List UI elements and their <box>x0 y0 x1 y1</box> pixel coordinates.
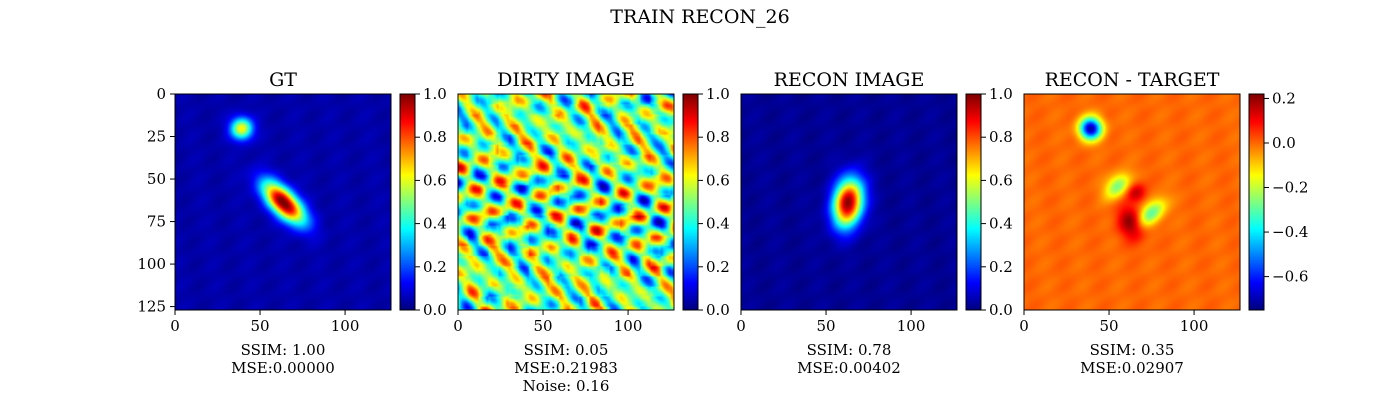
x-tick-label: 0 <box>170 317 180 335</box>
metric-caption: MSE:0.00000 <box>231 359 335 377</box>
x-tick-label: 0 <box>1019 317 1029 335</box>
colorbar-tick-label: 0.2 <box>1272 89 1296 107</box>
x-tick-label: 0 <box>736 317 746 335</box>
colorbar <box>400 94 415 310</box>
colorbar-frame <box>1248 93 1265 311</box>
metric-caption: Noise: 0.16 <box>523 377 610 395</box>
colorbar-tick-label: −0.2 <box>1272 179 1308 197</box>
colorbar-tick-label: 0.2 <box>706 258 730 276</box>
panel-title: GT <box>269 69 297 91</box>
heatmap-frame <box>457 93 675 311</box>
x-tick-label: 100 <box>1180 317 1209 335</box>
metric-caption: MSE:0.00402 <box>797 359 901 377</box>
metric-caption: SSIM: 0.78 <box>807 341 892 359</box>
heatmap-frame <box>174 93 392 311</box>
y-tick-label: 100 <box>137 255 166 273</box>
y-tick-label: 50 <box>147 170 166 188</box>
metric-caption: SSIM: 1.00 <box>241 341 326 359</box>
y-tick-label: 125 <box>137 298 166 316</box>
colorbar-tick-label: 0.6 <box>423 171 447 189</box>
colorbar <box>966 94 981 310</box>
colorbar-tick-label: 0.6 <box>989 171 1013 189</box>
colorbar-tick-label: 0.0 <box>1272 134 1296 152</box>
colorbar-frame <box>399 93 416 311</box>
colorbar <box>1249 94 1264 310</box>
colorbar-tick-label: 0.6 <box>706 171 730 189</box>
x-tick-label: 50 <box>533 317 552 335</box>
metric-caption: MSE:0.21983 <box>514 359 618 377</box>
colorbar-tick-label: 0.8 <box>989 128 1013 146</box>
panel-title: RECON IMAGE <box>774 69 925 91</box>
heatmap-frame <box>1023 93 1241 311</box>
colorbar-tick-label: 0.4 <box>706 215 730 233</box>
colorbar-tick-label: 0.2 <box>423 258 447 276</box>
figure-suptitle: TRAIN RECON_26 <box>610 6 789 28</box>
colorbar-tick-label: 0.8 <box>423 128 447 146</box>
y-tick-label: 75 <box>147 213 166 231</box>
x-tick-label: 50 <box>816 317 835 335</box>
colorbar <box>683 94 698 310</box>
x-tick-label: 100 <box>331 317 360 335</box>
colorbar-tick-label: 0.0 <box>989 301 1013 319</box>
heatmap-image <box>741 94 957 310</box>
colorbar-frame <box>682 93 699 311</box>
colorbar-tick-label: 1.0 <box>989 85 1013 103</box>
colorbar-tick-label: 0.0 <box>423 301 447 319</box>
x-tick-label: 0 <box>453 317 463 335</box>
colorbar-tick-label: 0.0 <box>706 301 730 319</box>
colorbar-tick-label: 0.8 <box>706 128 730 146</box>
heatmap-image <box>175 94 391 310</box>
colorbar-tick-label: −0.6 <box>1272 268 1308 286</box>
x-tick-label: 100 <box>614 317 643 335</box>
metric-caption: MSE:0.02907 <box>1080 359 1184 377</box>
y-tick-label: 0 <box>156 85 166 103</box>
panel-title: DIRTY IMAGE <box>497 69 635 91</box>
x-tick-label: 50 <box>250 317 269 335</box>
panel-1: DIRTY IMAGE 0 50 100 SSIM: 0.05MSE:0.21983No… <box>453 69 730 395</box>
x-tick-label: 50 <box>1099 317 1118 335</box>
colorbar-tick-label: 0.4 <box>423 215 447 233</box>
colorbar-tick-label: 1.0 <box>423 85 447 103</box>
x-tick-label: 100 <box>897 317 926 335</box>
heatmap-image <box>458 94 674 310</box>
heatmap-image <box>1024 94 1240 310</box>
panel-title: RECON - TARGET <box>1045 69 1220 91</box>
colorbar-tick-label: −0.4 <box>1272 223 1308 241</box>
colorbar-tick-label: 1.0 <box>706 85 730 103</box>
colorbar-tick-label: 0.2 <box>989 258 1013 276</box>
heatmap-frame <box>740 93 958 311</box>
colorbar-frame <box>965 93 982 311</box>
y-tick-label: 25 <box>147 128 166 146</box>
metric-caption: SSIM: 0.35 <box>1090 341 1175 359</box>
panel-3: RECON - TARGET 0 50 100 SSIM: 0.35MSE:0.0290… <box>1019 69 1308 377</box>
panel-0: GT 0 50 100 0 25 50 75 100 125 SSIM: 1.00MSE:0.000… <box>137 69 447 377</box>
metric-caption: SSIM: 0.05 <box>524 341 609 359</box>
colorbar-tick-label: 0.4 <box>989 215 1013 233</box>
